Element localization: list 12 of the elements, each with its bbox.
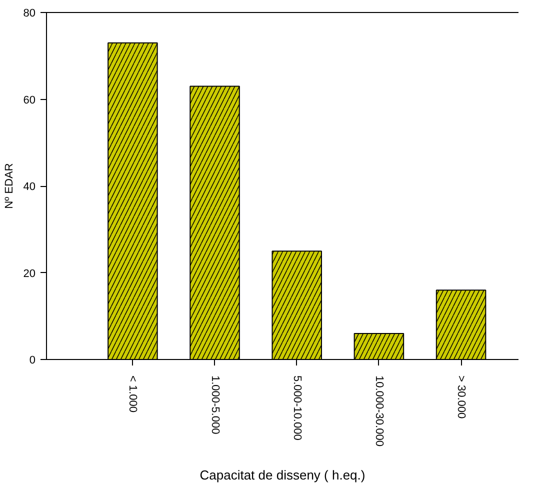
y-tick-label: 0 [29, 354, 36, 366]
y-tick-label: 80 [23, 8, 36, 20]
y-tick-label: 20 [23, 268, 36, 280]
y-tick-label: 40 [23, 181, 36, 193]
y-axis-title: Nº EDAR [3, 163, 16, 209]
x-tick-label: 10.000-30.000 [372, 376, 385, 446]
y-tick-label: 60 [23, 94, 36, 106]
x-axis-title: Capacitat de disseny ( h.eq.) [200, 467, 366, 482]
x-tick-label: 1.000-5.000 [208, 376, 221, 434]
x-tick-label: < 1.000 [126, 376, 139, 413]
x-tick-label: > 30.000 [455, 376, 468, 419]
x-tick-label: 5.000-10.000 [290, 376, 303, 440]
